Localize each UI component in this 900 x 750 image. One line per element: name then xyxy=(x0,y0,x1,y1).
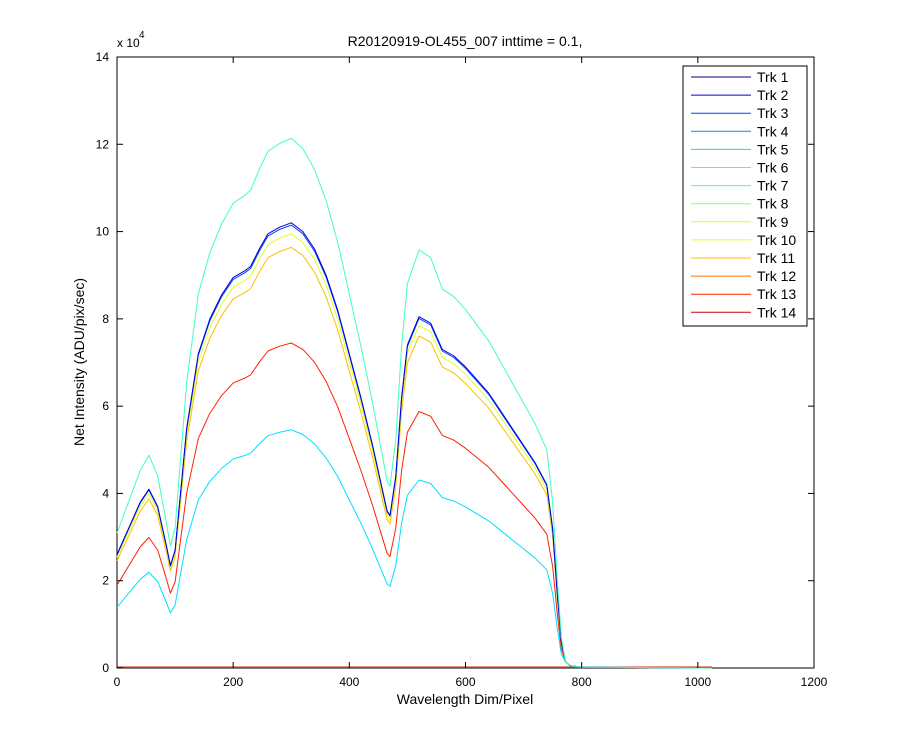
legend-label: Trk 8 xyxy=(757,196,789,212)
x-tick-label: 0 xyxy=(114,675,121,689)
legend-label: Trk 12 xyxy=(757,268,796,284)
x-tick-label: 200 xyxy=(223,675,243,689)
legend-label: Trk 13 xyxy=(757,286,796,302)
legend-label: Trk 11 xyxy=(757,250,795,266)
y-tick-label: 2 xyxy=(102,574,109,588)
legend-label: Trk 10 xyxy=(757,232,796,248)
x-tick-label: 1200 xyxy=(801,675,828,689)
x-tick-label: 800 xyxy=(572,675,592,689)
y-tick-label: 0 xyxy=(102,661,109,675)
legend: Trk 1 Trk 2 Trk 3 Trk 4 Trk 5 Trk 6 Trk 7 Trk 8… xyxy=(682,65,808,327)
ticks-layer: 0 200 400 600 800 1000 1200 0 2 4 6 8 10 12 14 xyxy=(96,50,828,689)
y-multiplier-label: x 10 xyxy=(117,36,140,50)
y-tick-label: 12 xyxy=(96,137,110,151)
legend-box xyxy=(682,65,808,327)
x-tick-label: 600 xyxy=(455,675,475,689)
series-line-trk-13 xyxy=(116,342,712,669)
chart-title: R20120919-OL455_007 inttime = 0.1, xyxy=(348,33,583,49)
legend-label: Trk 14 xyxy=(757,304,796,320)
legend-label: Trk 7 xyxy=(757,178,789,194)
legend-label: Trk 4 xyxy=(757,123,789,139)
y-multiplier-exponent: 4 xyxy=(139,30,145,41)
series-line-trk-7 xyxy=(116,137,712,669)
series-layer xyxy=(116,137,712,669)
x-tick-label: 400 xyxy=(339,675,359,689)
legend-label: Trk 5 xyxy=(757,141,789,157)
y-tick-label: 14 xyxy=(96,50,110,64)
y-tick-label: 10 xyxy=(96,225,110,239)
legend-label: Trk 6 xyxy=(757,160,789,176)
legend-label: Trk 2 xyxy=(757,87,789,103)
series-line-trk-2 xyxy=(116,222,712,669)
y-tick-label: 8 xyxy=(102,312,109,326)
legend-label: Trk 9 xyxy=(757,214,789,230)
x-tick-label: 1000 xyxy=(684,675,711,689)
y-tick-label: 6 xyxy=(102,399,109,413)
x-axis-label: Wavelength Dim/Pixel xyxy=(397,691,533,707)
legend-label: Trk 3 xyxy=(757,105,789,121)
series-line-trk-11 xyxy=(116,246,712,669)
series-line-trk-5 xyxy=(116,429,712,669)
y-axis-label: Net Intensity (ADU/pix/sec) xyxy=(71,278,87,446)
y-tick-label: 4 xyxy=(102,486,109,500)
legend-label: Trk 1 xyxy=(757,69,789,85)
